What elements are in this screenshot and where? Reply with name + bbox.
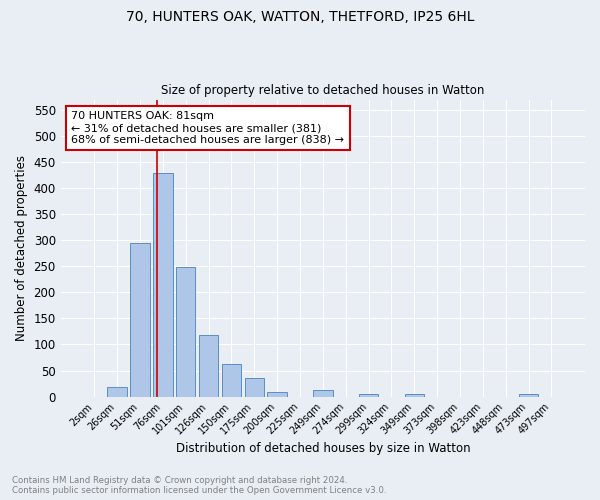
Bar — [176, 268, 196, 396]
Bar — [313, 390, 332, 396]
Text: Contains HM Land Registry data © Crown copyright and database right 2024.
Contai: Contains HM Land Registry data © Crown c… — [12, 476, 386, 495]
Bar — [404, 394, 424, 396]
Bar — [199, 335, 218, 396]
Bar — [107, 387, 127, 396]
X-axis label: Distribution of detached houses by size in Watton: Distribution of detached houses by size … — [176, 442, 470, 455]
Y-axis label: Number of detached properties: Number of detached properties — [15, 155, 28, 341]
Bar — [221, 364, 241, 396]
Title: Size of property relative to detached houses in Watton: Size of property relative to detached ho… — [161, 84, 485, 97]
Bar — [268, 392, 287, 396]
Bar — [519, 394, 538, 396]
Bar — [245, 378, 264, 396]
Text: 70, HUNTERS OAK, WATTON, THETFORD, IP25 6HL: 70, HUNTERS OAK, WATTON, THETFORD, IP25 … — [126, 10, 474, 24]
Bar — [359, 394, 378, 396]
Text: 70 HUNTERS OAK: 81sqm
← 31% of detached houses are smaller (381)
68% of semi-det: 70 HUNTERS OAK: 81sqm ← 31% of detached … — [71, 112, 344, 144]
Bar — [130, 243, 149, 396]
Bar — [153, 172, 173, 396]
